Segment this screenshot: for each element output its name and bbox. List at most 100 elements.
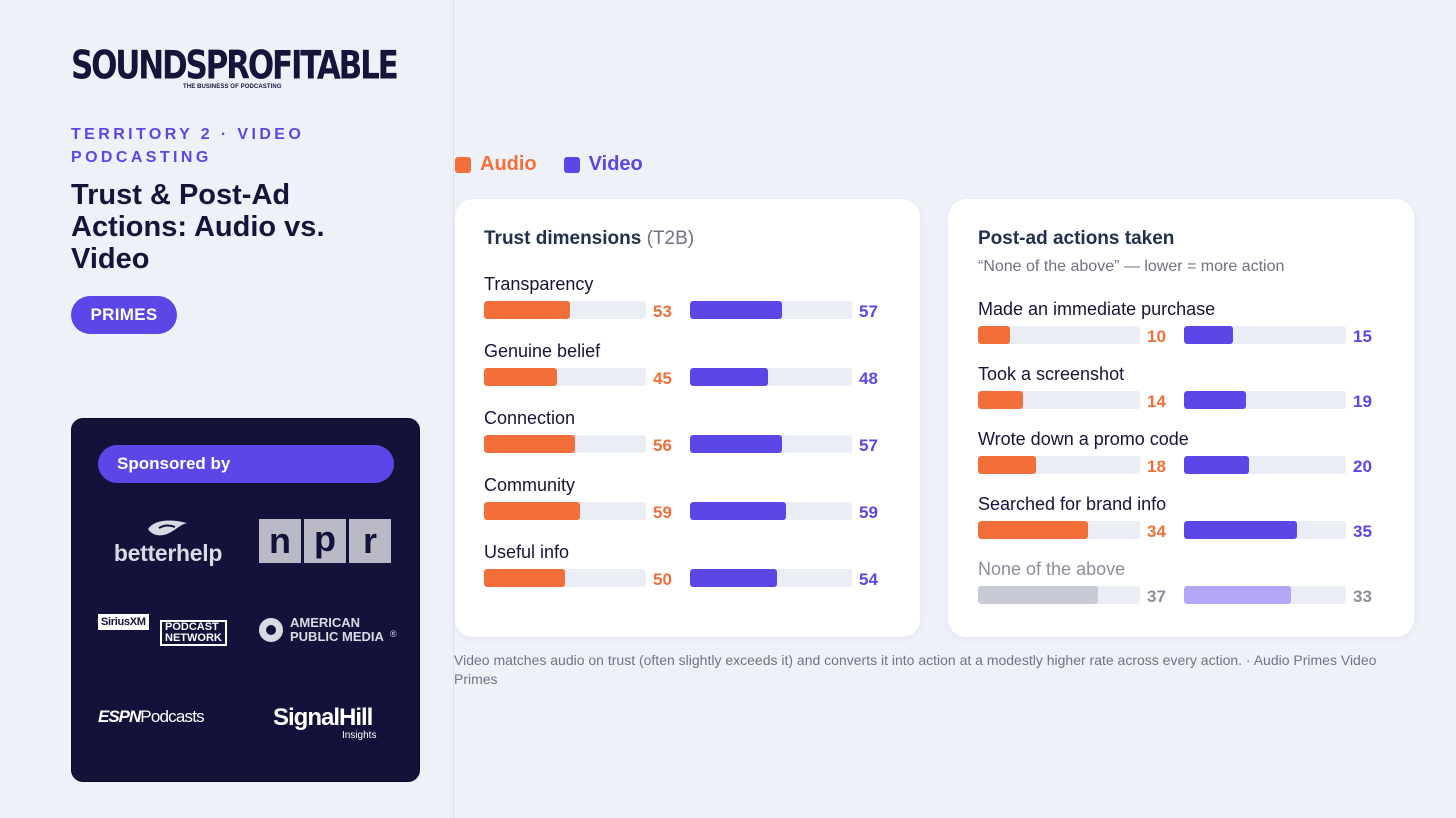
- video-bar-track: [690, 368, 852, 386]
- video-bar: [690, 368, 768, 386]
- audio-bar: [484, 569, 565, 587]
- npr-letter-p: p: [304, 519, 346, 563]
- logo-tagline: THE BUSINESS OF PODCASTING: [183, 84, 282, 90]
- insights-wordmark: Insights: [342, 730, 377, 741]
- audio-value-label: 10: [1147, 327, 1166, 346]
- video-bar-track: [1184, 326, 1346, 344]
- audio-bar: [484, 368, 557, 386]
- sponsor-panel: Sponsored by betterhelp n p r SiriusXM P…: [71, 418, 420, 782]
- page-title: Trust & Post-Ad Actions: Audio vs. Video: [71, 179, 325, 275]
- signalhill-wordmark: SignalHill: [273, 704, 373, 731]
- network-word: NETWORK: [165, 632, 222, 644]
- video-bar: [690, 301, 783, 319]
- espn-podcasts-logo: ESPNPodcasts: [98, 707, 205, 727]
- video-bar: [1184, 326, 1233, 344]
- trust-dimensions-card: Trust dimensions (T2B) Transparency 53 57 G…: [455, 199, 920, 637]
- audio-value-label: 45: [653, 369, 672, 388]
- category-label: Wrote down a promo code: [978, 429, 1189, 449]
- siriusxm-wordmark: SiriusXM: [98, 614, 149, 630]
- audio-value-label: 34: [1147, 522, 1166, 541]
- soundsprofitable-logo[interactable]: SOUNDSPROFITABLE THE BUSINESS OF PODCAST…: [71, 46, 399, 90]
- audio-value-label: 59: [653, 503, 672, 522]
- npr-letter-n: n: [259, 519, 301, 563]
- video-bar-track: [690, 301, 852, 319]
- sponsored-by-heading: Sponsored by: [98, 445, 394, 483]
- audio-bar-track: [978, 586, 1140, 604]
- audio-bar: [978, 586, 1098, 604]
- video-bar: [690, 569, 778, 587]
- video-bar-track: [1184, 456, 1346, 474]
- siriusxm-podcast-network-logo: SiriusXM PODCAST NETWORK: [98, 614, 238, 648]
- legend-swatch-video: [563, 156, 580, 173]
- npr-letter-r: r: [349, 519, 391, 563]
- audio-bar-track: [484, 301, 646, 319]
- betterhelp-wordmark: betterhelp: [113, 540, 223, 566]
- video-bar-track: [690, 569, 852, 587]
- category-label: Transparency: [484, 274, 594, 294]
- category-label: None of the above: [978, 559, 1126, 579]
- audio-value-label: 14: [1147, 392, 1166, 411]
- legend-label-video: Video: [588, 153, 643, 175]
- audio-value-label: 50: [653, 570, 672, 589]
- video-value-label: 33: [1353, 587, 1372, 606]
- video-value-label: 48: [859, 369, 878, 388]
- actions-card-subtitle: “None of the above” — lower = more actio…: [978, 258, 1285, 275]
- video-value-label: 19: [1353, 392, 1372, 411]
- audio-bar: [978, 391, 1024, 409]
- audio-bar-track: [978, 391, 1140, 409]
- category-label: Searched for brand info: [978, 494, 1167, 514]
- chart-legend: Audio Video: [455, 153, 643, 176]
- column-divider: [453, 0, 454, 818]
- post-ad-actions-card: Post-ad actions taken “None of the above…: [948, 199, 1414, 637]
- audio-bar: [484, 301, 570, 319]
- audio-value-label: 18: [1147, 457, 1166, 476]
- logo-wordmark: SOUNDSPROFITABLE: [71, 43, 399, 89]
- audio-bar-track: [978, 456, 1140, 474]
- audio-value-label: 56: [653, 436, 672, 455]
- espn-wordmark: ESPN: [98, 707, 141, 726]
- podcasts-wordmark: Podcasts: [140, 707, 204, 726]
- npr-logo: n p r: [259, 519, 391, 563]
- american-public-media-logo: AMERICAN PUBLIC MEDIA ®: [259, 615, 399, 647]
- audio-bar-track: [978, 521, 1140, 539]
- apm-registered-mark: ®: [390, 629, 397, 639]
- betterhelp-leaf-icon: [148, 520, 187, 536]
- trust-title-suffix: (T2B): [646, 228, 695, 249]
- trust-card-title: Trust dimensions (T2B): [484, 228, 694, 250]
- audio-value-label: 53: [653, 302, 672, 321]
- audio-bar: [484, 502, 580, 520]
- audio-value-label: 37: [1147, 587, 1166, 606]
- trust-title-main: Trust dimensions: [484, 228, 642, 249]
- category-label: Took a screenshot: [978, 364, 1125, 384]
- audio-bar-track: [484, 569, 646, 587]
- audio-bar-track: [978, 326, 1140, 344]
- audio-bar-track: [484, 435, 646, 453]
- category-label: Community: [484, 475, 576, 495]
- video-bar-track: [1184, 391, 1346, 409]
- apm-ring-icon: [259, 618, 283, 642]
- footnote: Video matches audio on trust (often slig…: [454, 652, 1377, 687]
- category-label: Genuine belief: [484, 341, 601, 361]
- legend-swatch-audio: [455, 156, 471, 173]
- betterhelp-logo: betterhelp: [108, 519, 228, 567]
- audio-bar: [978, 326, 1011, 344]
- category-label: Useful info: [484, 542, 570, 562]
- audio-bar-track: [484, 502, 646, 520]
- video-bar-track: [690, 502, 852, 520]
- video-bar: [1184, 521, 1298, 539]
- podcast-word: PODCAST: [165, 621, 219, 633]
- video-bar: [690, 502, 786, 520]
- apm-line-1: AMERICAN: [290, 615, 361, 630]
- video-bar: [1184, 456, 1249, 474]
- video-bar-track: [1184, 521, 1346, 539]
- audio-bar: [978, 521, 1089, 539]
- segment-pill: PRIMES: [71, 296, 177, 334]
- video-value-label: 57: [859, 302, 878, 321]
- category-label: Made an immediate purchase: [978, 299, 1216, 319]
- video-value-label: 57: [859, 436, 878, 455]
- audio-bar-track: [484, 368, 646, 386]
- signalhill-insights-logo: SignalHill Insights: [273, 695, 393, 741]
- legend-label-audio: Audio: [480, 153, 537, 175]
- audio-bar: [484, 435, 575, 453]
- video-value-label: 35: [1353, 522, 1372, 541]
